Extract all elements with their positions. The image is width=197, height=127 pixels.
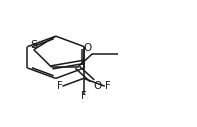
Text: F: F <box>57 81 62 91</box>
Text: S: S <box>30 40 37 50</box>
Text: O: O <box>83 43 91 53</box>
Text: F: F <box>81 91 86 101</box>
Text: O: O <box>93 82 101 91</box>
Text: F: F <box>105 81 111 91</box>
